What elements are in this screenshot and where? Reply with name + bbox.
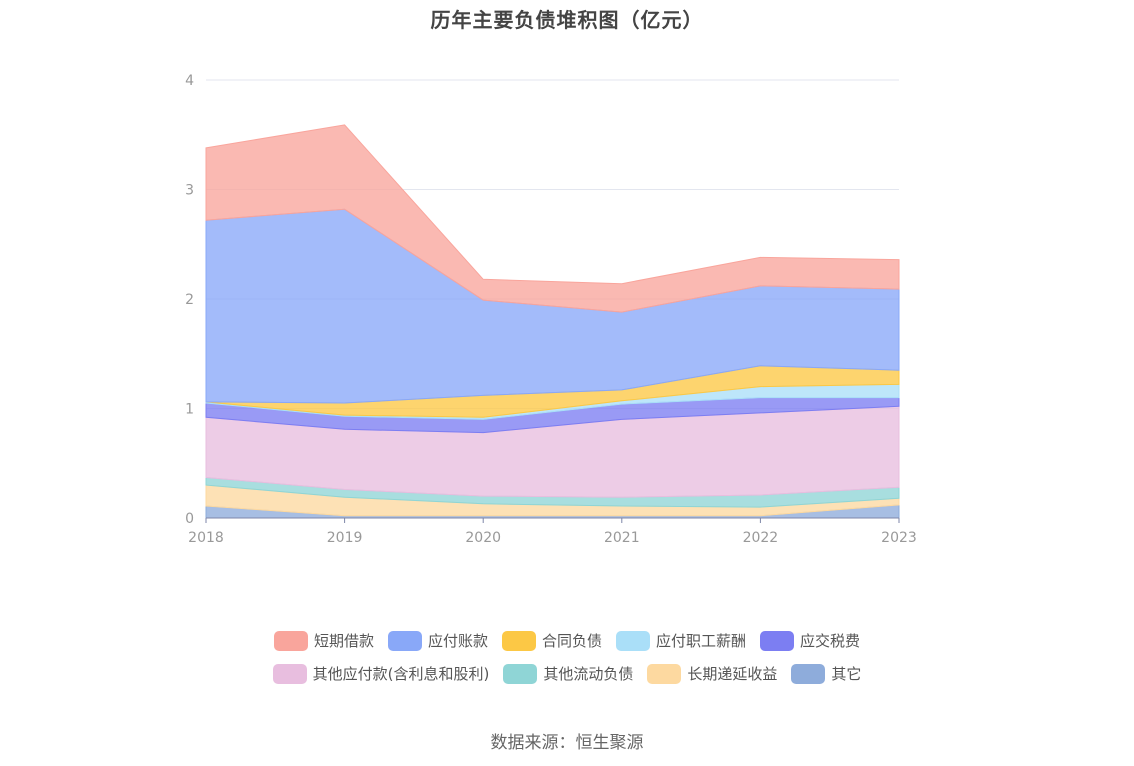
legend-item[interactable]: 长期递延收益 <box>647 663 777 684</box>
legend-item[interactable]: 应交税费 <box>760 630 860 651</box>
legend-item[interactable]: 短期借款 <box>273 630 374 651</box>
legend-label: 短期借款 <box>313 632 374 650</box>
x-tick-label: 2020 <box>465 530 501 546</box>
area-series <box>205 124 900 519</box>
legend-label: 应交税费 <box>800 632 861 650</box>
legend-item[interactable]: 应付职工薪酬 <box>616 630 746 651</box>
y-tick-label: 2 <box>185 292 194 308</box>
y-tick-label: 1 <box>185 402 194 418</box>
legend-item[interactable]: 其他流动负债 <box>503 663 633 684</box>
source-note: 数据来源：恒生聚源 <box>490 733 644 753</box>
legend-swatch <box>503 663 538 684</box>
legend-item[interactable]: 应付账款 <box>387 630 488 651</box>
legend-item[interactable]: 其他应付款(含利息和股利) <box>272 663 490 684</box>
y-tick-label: 3 <box>185 183 194 199</box>
x-tick-label: 2019 <box>327 530 363 546</box>
legend-item[interactable]: 合同负债 <box>501 630 602 651</box>
legend-swatch <box>387 630 422 651</box>
legend-item[interactable]: 其它 <box>791 663 861 684</box>
legend-label: 其它 <box>831 665 862 683</box>
legend-swatch <box>273 630 308 651</box>
stacked-area-chart: 0 1 2 3 4 2018 2019 2020 2021 2022 2023 <box>185 73 917 546</box>
axes: 0 1 2 3 4 2018 2019 2020 2021 2022 2023 <box>185 73 917 546</box>
legend-swatch <box>616 630 650 651</box>
y-tick-label: 0 <box>185 511 194 527</box>
x-tick-label: 2023 <box>881 530 917 546</box>
y-tick-label: 4 <box>185 73 194 89</box>
x-tick-label: 2022 <box>743 530 779 546</box>
x-tick-label: 2021 <box>604 530 640 546</box>
x-tick-label: 2018 <box>188 530 224 546</box>
legend-label: 合同负债 <box>541 632 602 650</box>
legend-swatch <box>647 663 682 684</box>
legend-label: 其他流动负债 <box>543 665 634 683</box>
legend-label: 长期递延收益 <box>687 665 778 683</box>
legend-label: 应付账款 <box>427 632 488 650</box>
legend-row-2: 其他应付款(含利息和股利) 其他流动负债 长期递延收益 其它 <box>272 663 861 684</box>
chart-title: 历年主要负债堆积图（亿元） <box>430 8 704 32</box>
legend-label: 其他应付款(含利息和股利) <box>312 665 490 683</box>
area-series-8 <box>205 124 900 313</box>
legend-swatch <box>760 630 795 651</box>
legend-row-1: 短期借款 应付账款 合同负债 应付职工薪酬 应交税费 <box>273 630 860 651</box>
legend-swatch <box>272 663 307 684</box>
legend: 短期借款 应付账款 合同负债 应付职工薪酬 应交税费 其他应付款(含利息和股利) 其他流动… <box>0 630 1134 684</box>
legend-swatch <box>501 630 536 651</box>
legend-swatch <box>791 663 826 684</box>
legend-label: 应付职工薪酬 <box>656 632 747 650</box>
